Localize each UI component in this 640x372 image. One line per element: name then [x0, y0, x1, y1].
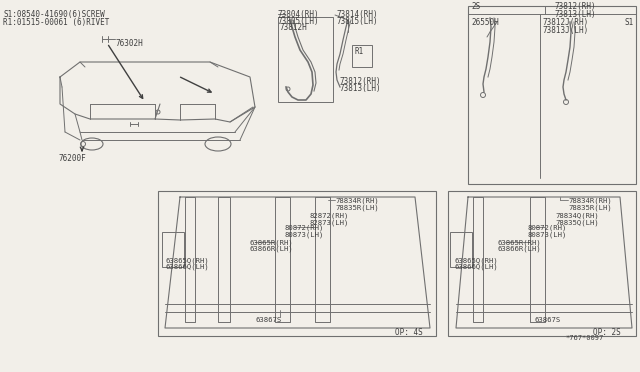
Text: 26550H: 26550H	[471, 18, 499, 27]
Text: 78834R(RH): 78834R(RH)	[568, 197, 612, 203]
Text: 82872(RH): 82872(RH)	[310, 212, 349, 218]
Text: 78835R(LH): 78835R(LH)	[568, 204, 612, 211]
Text: 73813(LH): 73813(LH)	[340, 84, 381, 93]
Text: 63865R(RH): 63865R(RH)	[250, 239, 294, 246]
Text: 63865R(RH): 63865R(RH)	[498, 239, 541, 246]
Text: 63867S: 63867S	[255, 317, 281, 323]
Text: 76200F: 76200F	[58, 154, 86, 163]
Bar	[352, 45, 372, 67]
Text: 73813J(LH): 73813J(LH)	[543, 26, 589, 35]
Text: 73813(LH): 73813(LH)	[555, 10, 596, 19]
Bar	[448, 191, 636, 336]
Text: 73804(RH): 73804(RH)	[278, 10, 319, 19]
Bar	[162, 232, 184, 267]
Text: 73814(RH): 73814(RH)	[337, 10, 379, 19]
Bar	[468, 6, 636, 184]
Text: 63866R(LH): 63866R(LH)	[250, 246, 294, 253]
Bar	[450, 232, 472, 267]
Text: 63866R(LH): 63866R(LH)	[498, 246, 541, 253]
Text: 80873(LH): 80873(LH)	[285, 231, 324, 237]
Text: 78835R(LH): 78835R(LH)	[335, 204, 379, 211]
Text: S1: S1	[625, 18, 634, 27]
Text: 63865Q(RH): 63865Q(RH)	[455, 257, 499, 263]
Text: *767*0097: *767*0097	[565, 335, 604, 341]
Text: 73812(RH): 73812(RH)	[555, 2, 596, 11]
Text: 76302H: 76302H	[115, 39, 143, 48]
Text: S1:08540-41690(6)SCREW: S1:08540-41690(6)SCREW	[3, 10, 105, 19]
Text: 73812H: 73812H	[280, 23, 308, 32]
Text: OP: 4S: OP: 4S	[395, 328, 423, 337]
Text: 2S: 2S	[471, 2, 480, 11]
Text: 82873(LH): 82873(LH)	[310, 219, 349, 225]
Text: R1:01515-00061 (6)RIVET: R1:01515-00061 (6)RIVET	[3, 18, 109, 27]
Text: 78834R(RH): 78834R(RH)	[335, 197, 379, 203]
Text: 78835Q(LH): 78835Q(LH)	[555, 219, 599, 225]
Bar	[158, 191, 436, 336]
Text: 80872(RH): 80872(RH)	[285, 224, 324, 231]
Text: 73812J(RH): 73812J(RH)	[543, 18, 589, 27]
Text: OP: 2S: OP: 2S	[593, 328, 621, 337]
Bar	[278, 17, 333, 102]
Text: 73812(RH): 73812(RH)	[340, 77, 381, 86]
Text: 78834Q(RH): 78834Q(RH)	[555, 212, 599, 218]
Text: 73805(LH): 73805(LH)	[278, 17, 319, 26]
Text: 80872(RH): 80872(RH)	[528, 224, 568, 231]
Text: 80873(LH): 80873(LH)	[528, 231, 568, 237]
Text: 73815(LH): 73815(LH)	[337, 17, 379, 26]
Text: 63867S: 63867S	[535, 317, 561, 323]
Text: 63866Q(LH): 63866Q(LH)	[455, 264, 499, 270]
Text: 63866Q(LH): 63866Q(LH)	[165, 264, 209, 270]
Text: 63865Q(RH): 63865Q(RH)	[165, 257, 209, 263]
Text: R1: R1	[355, 47, 364, 56]
